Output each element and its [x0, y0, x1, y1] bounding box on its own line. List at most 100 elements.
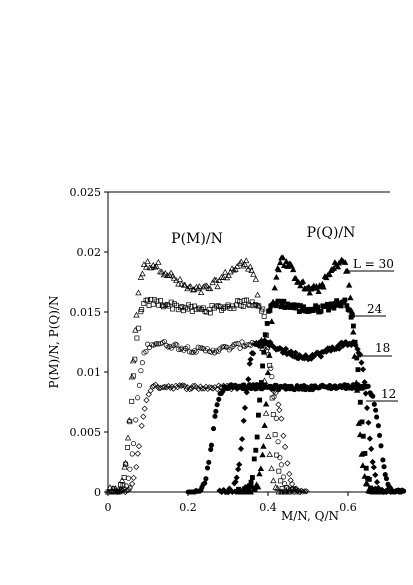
- pm-data-point: [192, 348, 198, 354]
- pm-data-point: [212, 276, 220, 283]
- pm-data-point: [132, 356, 138, 362]
- pm-data-point: [247, 263, 254, 270]
- pm-data-point: [282, 443, 289, 450]
- pq-data-point: [362, 390, 369, 397]
- pq-data-point: [373, 478, 381, 486]
- pm-data-point: [227, 268, 234, 275]
- pm-data-point: [186, 386, 193, 393]
- pm-data-point: [188, 385, 195, 392]
- y-tick-label: 0: [94, 486, 101, 499]
- pm-data-point: [176, 275, 184, 282]
- pm-data-point: [130, 441, 137, 447]
- pq-data-point: [250, 350, 257, 357]
- pm-data-point: [150, 382, 157, 390]
- pm-data-point: [261, 313, 267, 319]
- pm-data-point: [220, 274, 227, 281]
- pq-data-point: [264, 321, 270, 326]
- x-tick-label: 0.2: [179, 501, 197, 514]
- pm-data-point: [237, 345, 243, 351]
- pm-data-point: [268, 365, 274, 371]
- pq-data-point: [323, 274, 330, 281]
- pm-data-point: [206, 384, 213, 391]
- pm-data-point: [233, 341, 239, 347]
- pm-data-point: [140, 261, 148, 268]
- pq-data-point: [371, 401, 377, 407]
- pq-data-point: [365, 383, 371, 389]
- pq-data-point: [372, 471, 379, 479]
- pm-data-point: [278, 478, 284, 484]
- pq-data-point: [210, 426, 217, 432]
- pq-data-point: [212, 413, 218, 419]
- pq-data-point: [208, 442, 215, 448]
- pm-data-point: [217, 304, 223, 310]
- pm-data-point: [136, 382, 143, 388]
- y-axis-label: P(M)/N, P(Q)/N: [47, 296, 61, 389]
- pm-data-point: [240, 304, 246, 309]
- pm-data-point: [170, 274, 178, 281]
- pm-data-point: [129, 398, 135, 404]
- pm-data-point: [221, 268, 229, 275]
- pm-data-point: [214, 303, 219, 309]
- pm-data-point: [188, 304, 194, 310]
- pq-data-point: [247, 488, 254, 495]
- pm-data-point: [139, 307, 145, 312]
- pm-data-point: [284, 460, 291, 467]
- pm-data-point: [179, 382, 186, 389]
- pq-data-point: [273, 303, 279, 309]
- pq-data-point: [383, 475, 390, 482]
- pm-data-point: [216, 277, 223, 284]
- pm-data-point: [207, 310, 213, 316]
- pm-data-point: [271, 394, 277, 400]
- pm-data-point: [206, 306, 212, 312]
- pm-data-point: [196, 283, 203, 289]
- pq-data-point: [273, 273, 280, 280]
- pq-data-point: [336, 345, 343, 352]
- pq-data-point: [259, 451, 266, 458]
- pm-group-label: P(M)/N: [171, 231, 223, 247]
- pq-data-point: [401, 488, 407, 494]
- pq-data-point: [243, 389, 250, 396]
- pm-data-point: [221, 305, 226, 311]
- pm-data-point: [121, 463, 128, 470]
- pm-data-point: [225, 272, 232, 279]
- pq-data-point: [257, 397, 263, 403]
- pm-data-point: [251, 303, 257, 309]
- pm-data-point: [129, 451, 135, 457]
- pm-data-point: [138, 422, 145, 429]
- x-axis-label: M/N, Q/N: [281, 509, 339, 523]
- pq-data-point: [241, 404, 249, 411]
- pm-data-point: [269, 374, 275, 380]
- pm-data-point: [133, 311, 140, 318]
- pq-data-point: [240, 417, 247, 424]
- pm-data-point: [171, 343, 177, 349]
- pq-series-L24: [233, 297, 386, 495]
- pq-data-point: [380, 457, 386, 463]
- pq-data-point: [238, 435, 246, 443]
- series-label-l24: 24: [367, 302, 383, 316]
- pq-data-point: [214, 402, 220, 408]
- pm-data-point: [122, 459, 129, 466]
- pm-data-point: [238, 258, 245, 265]
- pm-data-point: [303, 488, 310, 495]
- pq-data-point: [350, 323, 356, 329]
- pm-data-point: [210, 347, 216, 353]
- pm-data-point: [170, 306, 175, 312]
- pm-data-point: [151, 263, 159, 270]
- pm-data-point: [246, 301, 251, 307]
- pq-data-point: [352, 342, 359, 349]
- pq-data-point: [247, 356, 254, 363]
- pq-data-point: [279, 254, 287, 261]
- pm-data-point: [114, 488, 121, 496]
- pq-data-point: [354, 355, 360, 361]
- pm-data-point: [203, 282, 210, 289]
- pm-data-point: [130, 373, 136, 379]
- pm-data-point: [187, 283, 194, 289]
- series-label-l30: L = 30: [353, 257, 394, 271]
- pq-group-label: P(Q)/N: [307, 225, 356, 241]
- y-tick-label: 0.025: [70, 186, 102, 199]
- pq-series-L12: [185, 381, 407, 495]
- pm-data-point: [230, 266, 238, 273]
- pq-data-point: [277, 259, 284, 266]
- pm-data-point: [197, 289, 205, 295]
